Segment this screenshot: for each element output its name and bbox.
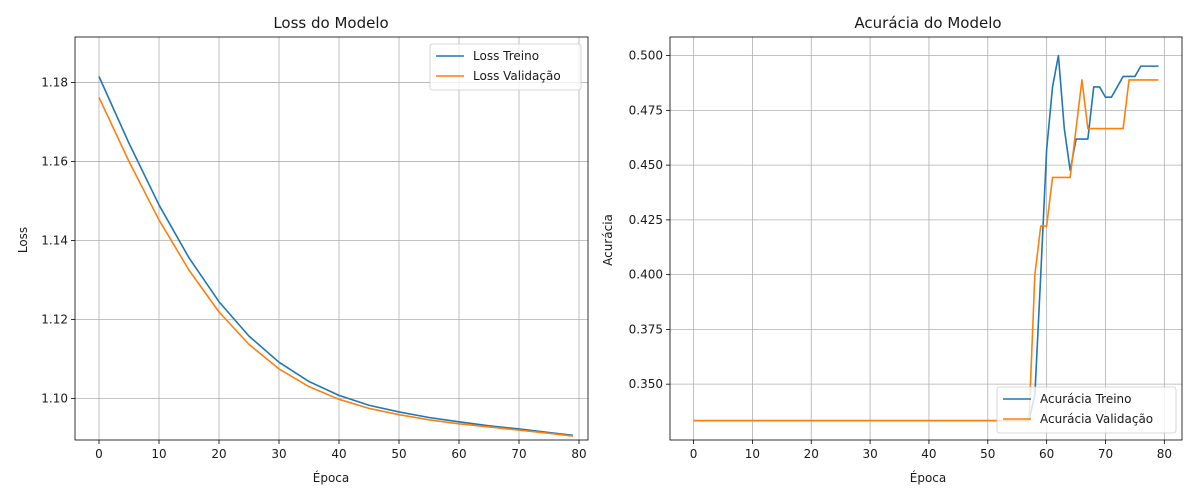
legend-box [996,386,1177,434]
series-group [693,54,1159,422]
y-tick-label: 0.350 [629,377,663,391]
y-tick-label: 0.375 [629,322,663,336]
y-tick-label: 0.450 [629,158,663,172]
legend: Loss Treino Loss Validação [429,43,582,91]
series-line-1 [693,79,1159,422]
plot-area [670,37,1182,440]
x-tick-label: 60 [1039,447,1054,461]
x-tick-label: 50 [391,447,406,461]
axes-frame [74,36,589,441]
y-tick-label: 0.500 [629,49,663,63]
legend-label: Loss Treino [473,49,539,63]
x-tick-label: 10 [745,447,760,461]
x-axis-label: Época [313,470,350,485]
x-tick-label: 60 [451,447,466,461]
x-tick-label: 40 [331,447,346,461]
x-tick-label: 80 [1157,447,1172,461]
y-tick-label: 1.16 [41,154,68,168]
y-tick-label: 1.14 [41,233,68,247]
x-tick-label: 50 [980,447,995,461]
ticks: 0 10 20 30 40 50 60 70 80 0.350 0.375 0.400 0.425 0.4… [629,49,1172,461]
x-axis-label: Época [910,470,947,485]
x-tick-label: 30 [271,447,286,461]
grid [75,37,588,440]
y-tick-label: 1.18 [41,75,68,89]
ticks: 0 10 20 30 40 50 60 70 80 1.10 1.12 1.14 1.16 1.18 [41,75,586,461]
y-axis-label: Acurácia [601,214,615,266]
legend-label: Acurácia Treino [1040,392,1132,406]
series-group [98,76,574,437]
series-line-1 [98,97,574,437]
y-tick-label: 1.12 [41,312,68,326]
legend-label: Acurácia Validação [1040,412,1153,426]
y-axis-label: Loss [16,227,30,253]
x-tick-label: 20 [211,447,226,461]
x-tick-label: 70 [511,447,526,461]
x-tick-label: 70 [1098,447,1113,461]
chart-title: Acurácia do Modelo [854,14,1001,32]
plot-area [75,37,588,440]
y-tick-label: 0.475 [629,103,663,117]
x-tick-label: 40 [921,447,936,461]
x-tick-label: 80 [571,447,586,461]
loss-chart: Loss do Modelo Época Loss 0 10 20 30 40 50 60 7… [16,14,589,485]
legend-box [429,43,582,91]
series-line-0 [98,76,574,437]
accuracy-chart: Acurácia do Modelo Época Acurácia 0 10 20 3… [601,14,1183,485]
x-tick-label: 0 [95,447,103,461]
legend: Acurácia Treino Acurácia Validação [996,386,1177,434]
grid [670,37,1182,440]
x-tick-label: 20 [804,447,819,461]
axes-frame [669,36,1183,441]
y-tick-label: 0.400 [629,268,663,282]
x-tick-label: 30 [862,447,877,461]
series-line-0 [693,54,1159,422]
y-tick-label: 0.425 [629,213,663,227]
chart-title: Loss do Modelo [273,14,388,32]
x-tick-label: 10 [151,447,166,461]
x-tick-label: 0 [690,447,698,461]
legend-label: Loss Validação [473,69,561,83]
y-tick-label: 1.10 [41,392,68,406]
